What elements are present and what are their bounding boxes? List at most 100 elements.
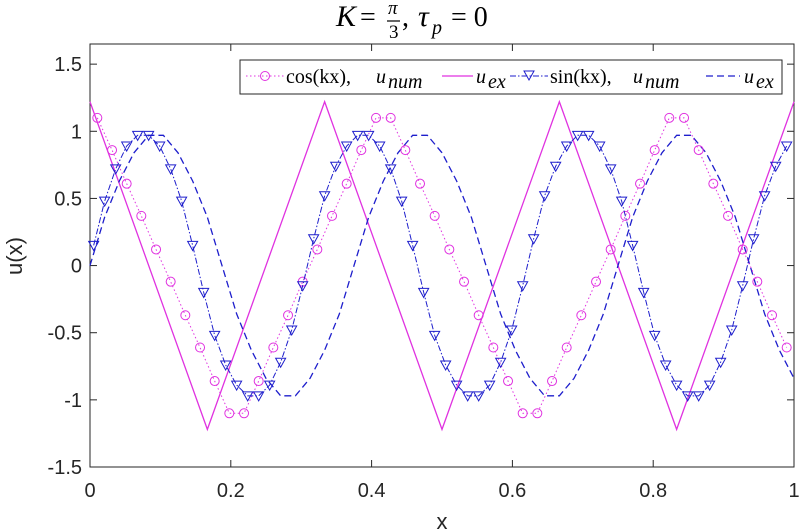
legend-label-1-u: u (376, 66, 386, 88)
legend-label-1: cos(kx), (286, 66, 351, 88)
data-point-circle (385, 112, 396, 123)
series-line-sin-kx-u-num (93, 134, 788, 397)
data-point-triangle (406, 240, 419, 252)
legend-marker-triangle (523, 70, 535, 82)
data-point-circle (693, 145, 704, 156)
series-layer (87, 99, 795, 432)
data-point-circle (312, 244, 323, 255)
data-point-circle (503, 376, 514, 387)
data-point-triangle (604, 164, 617, 175)
data-point-circle (561, 342, 572, 353)
data-point-triangle (362, 130, 375, 142)
data-point-circle (708, 178, 719, 189)
data-point-triangle (384, 164, 397, 175)
data-point-circle (341, 178, 352, 189)
data-point-triangle (505, 325, 518, 337)
data-point-circle (429, 210, 440, 221)
data-point-triangle (747, 234, 760, 245)
y-axis-label: u(x) (2, 237, 27, 275)
data-point-triangle (296, 281, 309, 292)
title-sep: , (402, 2, 409, 33)
data-point-triangle (395, 196, 408, 208)
data-point-triangle (109, 164, 122, 175)
data-point-circle (224, 408, 235, 419)
data-point-circle (121, 178, 132, 189)
data-point-circle (356, 145, 367, 156)
data-point-circle (664, 112, 675, 123)
data-point-triangle (725, 325, 738, 337)
data-point-circle (679, 112, 690, 123)
data-point-circle (605, 244, 616, 255)
y-tick-label: -0.5 (48, 323, 82, 345)
data-point-triangle (428, 330, 441, 342)
data-point-triangle (373, 141, 386, 153)
y-tick-label: 1 (71, 121, 82, 143)
chart-title: K = π 3 , τ p = 0 (335, 0, 488, 43)
data-point-triangle (98, 196, 111, 208)
data-point-triangle (87, 240, 100, 252)
data-point-triangle (472, 391, 485, 402)
legend-label-3-sub: num (645, 71, 679, 93)
data-point-triangle (186, 240, 199, 252)
data-point-circle (488, 342, 499, 353)
data-point-triangle (153, 141, 166, 153)
data-point-triangle (758, 191, 771, 202)
legend-label-4-u: u (744, 66, 754, 88)
data-point-triangle (527, 234, 540, 245)
data-point-triangle (307, 234, 320, 245)
data-point-triangle (615, 196, 628, 208)
data-point-circle (283, 310, 294, 321)
data-point-triangle (560, 141, 573, 153)
data-point-circle (620, 210, 631, 221)
data-point-triangle (582, 130, 595, 142)
data-point-circle (444, 244, 455, 255)
data-point-triangle (131, 130, 144, 142)
data-point-triangle (780, 141, 793, 153)
title-frac-num: π (388, 0, 398, 19)
data-point-triangle (263, 380, 276, 392)
data-point-circle (107, 145, 118, 156)
data-point-triangle (736, 281, 749, 292)
data-point-triangle (703, 380, 716, 392)
data-point-triangle (318, 191, 331, 202)
data-point-triangle (538, 191, 551, 202)
data-point-triangle (626, 240, 639, 252)
data-point-circle (532, 408, 543, 419)
x-tick-label: 0.2 (217, 480, 245, 502)
data-point-triangle (549, 161, 562, 173)
data-point-circle (576, 310, 587, 321)
title-rhs: = 0 (451, 2, 488, 33)
x-tick-label: 1 (788, 480, 799, 502)
x-tick-label: 0 (84, 480, 95, 502)
x-tick-label: 0.4 (358, 480, 386, 502)
legend-label-2-sub: ex (488, 71, 506, 93)
legend: cos(kx), u num u ex sin(kx), u num u ex (239, 59, 783, 95)
data-point-triangle (659, 360, 672, 371)
data-point-triangle (142, 130, 155, 142)
data-point-triangle (670, 380, 683, 392)
data-point-triangle (274, 357, 287, 369)
data-point-triangle (450, 380, 463, 392)
data-point-triangle (197, 287, 210, 299)
title-tau: τ (418, 0, 430, 33)
data-point-circle (473, 310, 484, 321)
data-point-triangle (769, 161, 782, 173)
data-point-triangle (692, 391, 705, 402)
data-point-triangle (593, 141, 606, 153)
data-point-triangle (648, 330, 661, 342)
data-point-circle (180, 310, 191, 321)
data-point-triangle (417, 287, 430, 299)
data-point-circle (781, 342, 792, 353)
data-point-circle (136, 210, 147, 221)
legend-label-2-u: u (476, 66, 486, 88)
data-point-triangle (340, 141, 353, 153)
y-tick-label: -1 (64, 390, 82, 412)
title-k: K (335, 0, 358, 33)
series-line-cos-kx-u-num (96, 117, 788, 414)
data-point-circle (195, 342, 206, 353)
data-point-circle (253, 376, 264, 387)
legend-label-1-sub: num (388, 71, 422, 93)
data-point-circle (400, 145, 411, 156)
data-point-triangle (241, 391, 254, 402)
